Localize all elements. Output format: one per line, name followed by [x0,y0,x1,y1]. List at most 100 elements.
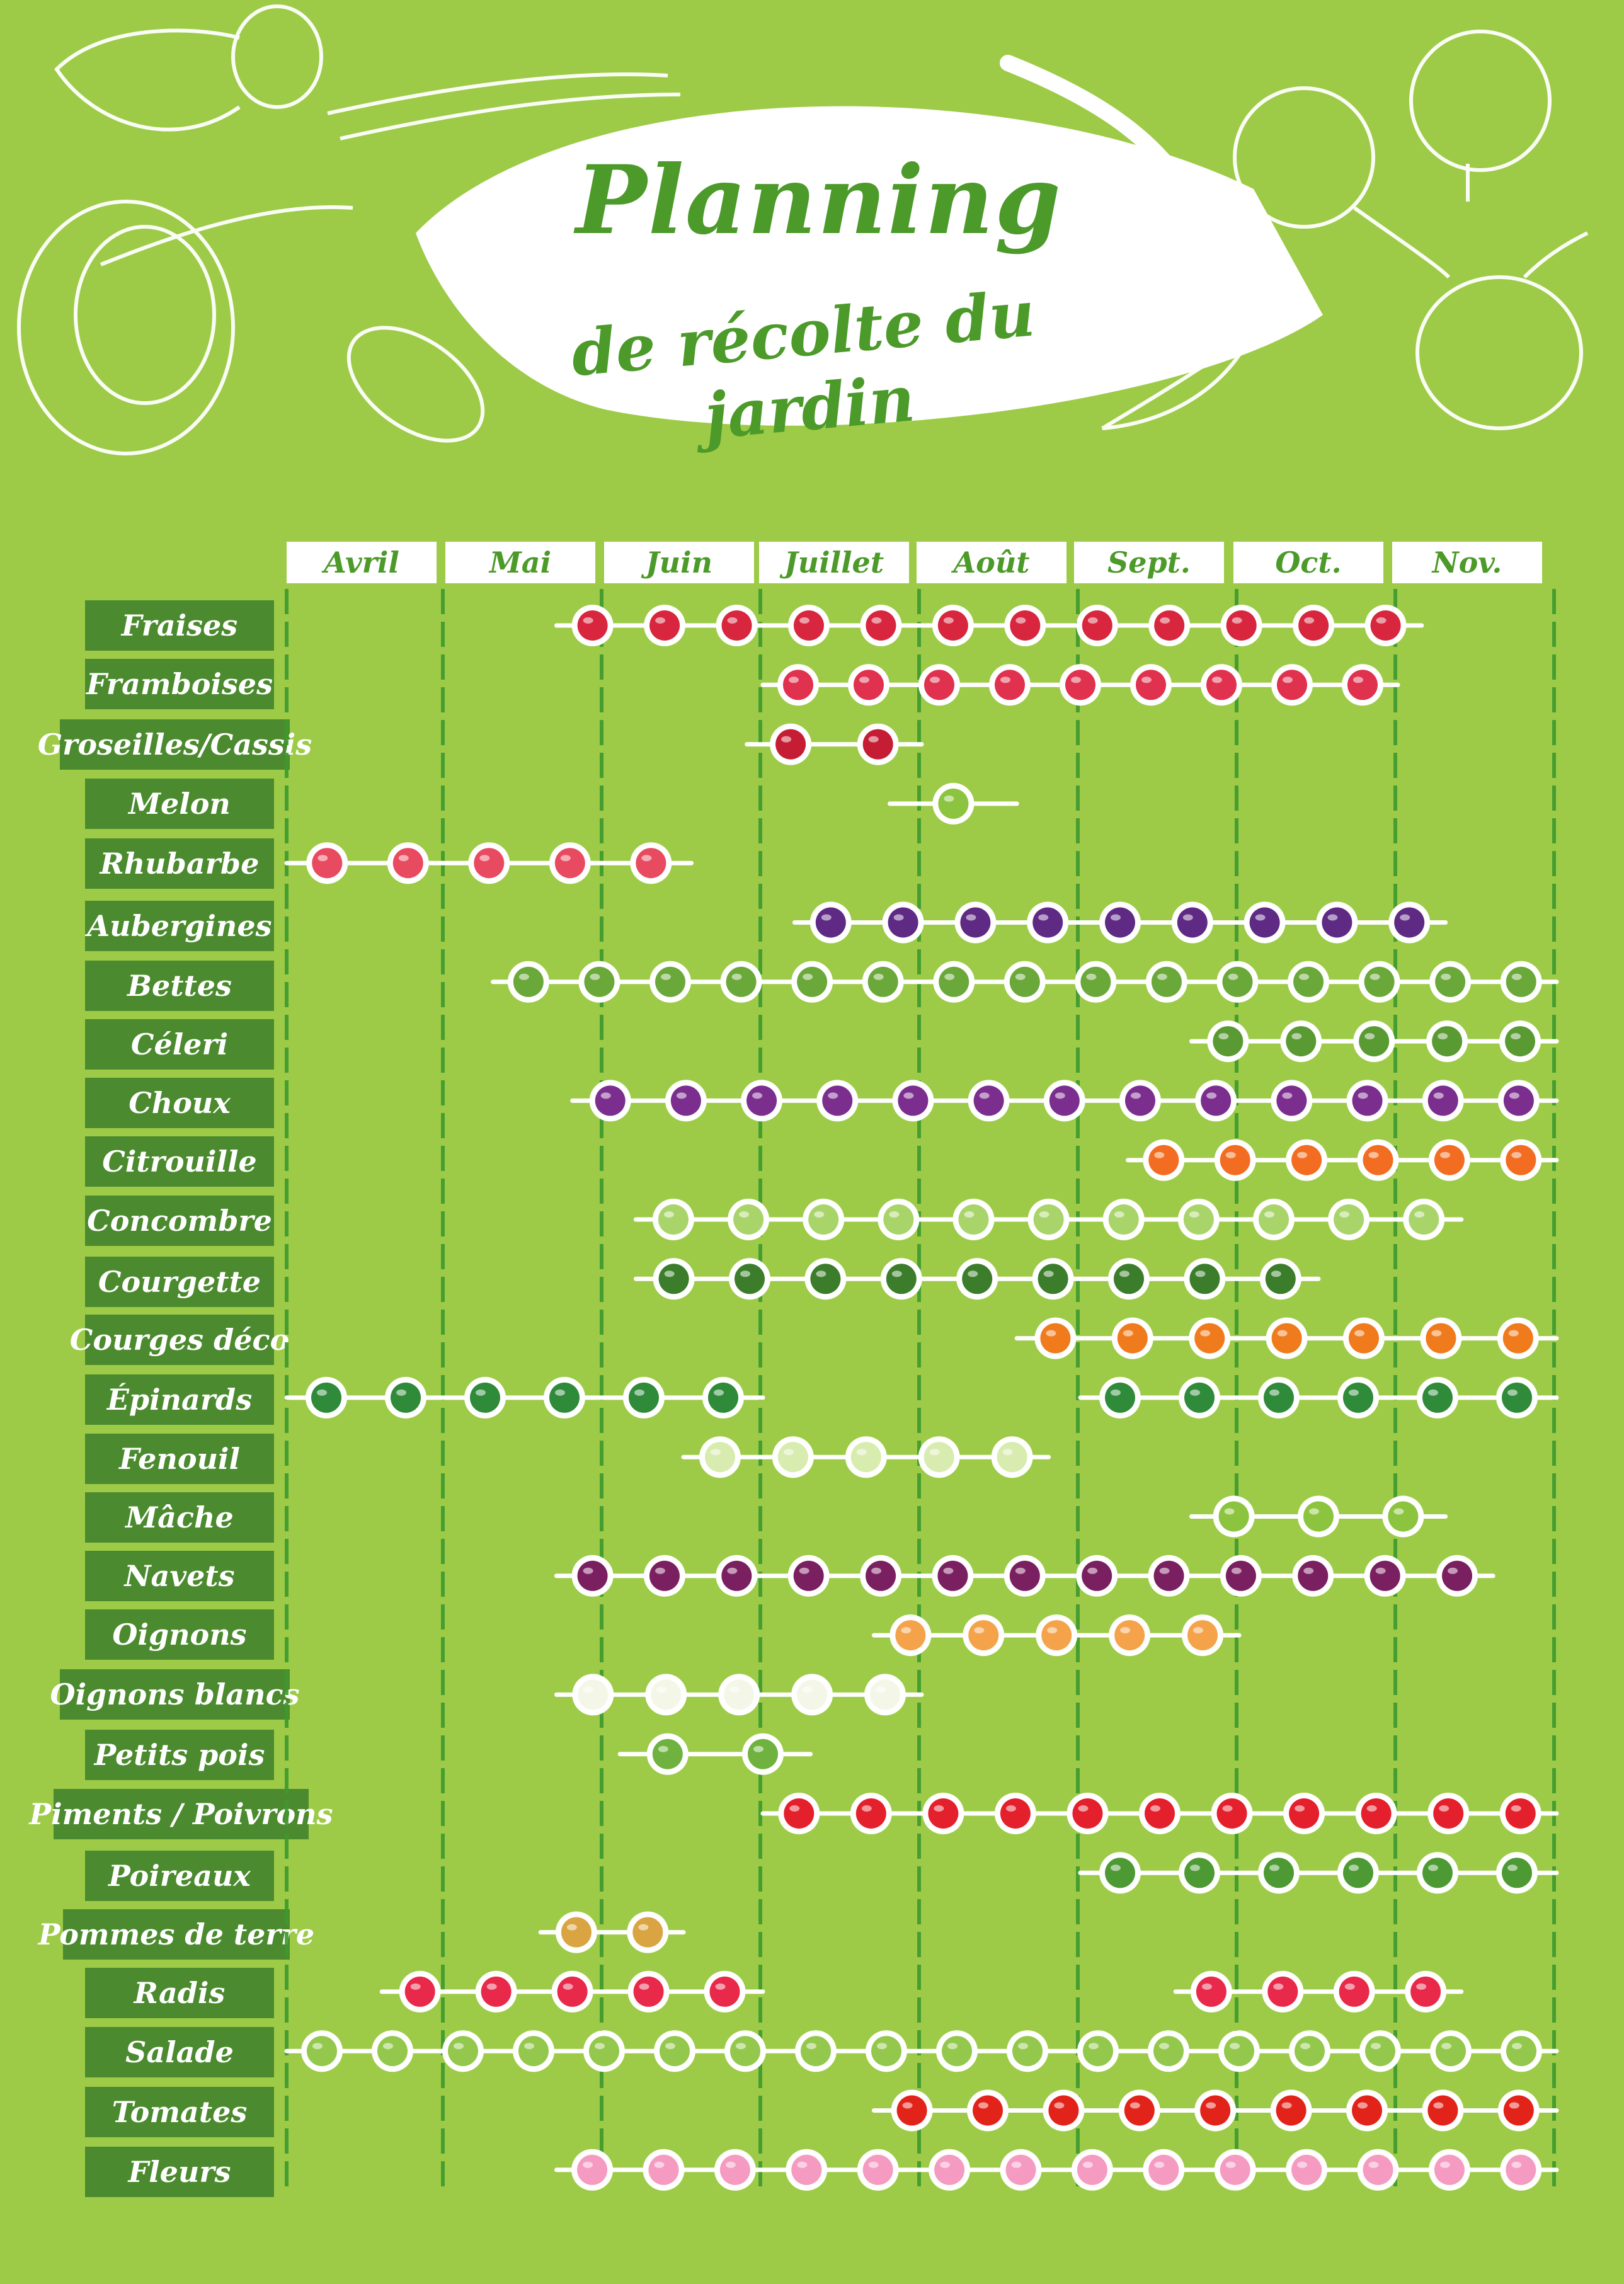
leek-icon [1184,1858,1215,1888]
raspberry-icon [783,670,813,700]
title-leaf-banner [416,106,1323,426]
marker-highlight [1441,973,1451,980]
radish-icon [633,1976,664,2007]
lettuce-icon [1295,2036,1325,2067]
marker-highlight [1364,1033,1375,1040]
marker-highlight [1281,2102,1292,2109]
marker-highlight [740,1270,750,1277]
flower-icon [934,2154,965,2185]
row-label-oignons: Oignons [85,1609,274,1660]
marker-highlight [710,1449,721,1456]
marker-highlight [658,1745,668,1752]
marker-highlight [727,617,738,624]
radish-icon [709,1976,740,2007]
marker-highlight [876,1686,886,1693]
lettuce-icon [377,2036,408,2067]
marker-highlight [901,1627,912,1634]
turnip-icon [793,1560,824,1591]
marker-highlight [1201,1983,1212,1990]
pea-pod-drawing [1101,326,1255,430]
marker-highlight [566,1924,577,1931]
spinach-icon [1343,1382,1373,1413]
flower-icon [1077,2154,1107,2185]
spinach-icon [470,1382,500,1413]
marker-highlight [1005,1805,1016,1812]
marker-highlight [1304,617,1315,624]
rhubarb-icon [554,848,585,879]
row-label-aubergines: Aubergines [85,901,274,951]
radish-icon [557,1976,588,2007]
marker-highlight [1111,914,1121,921]
cucumber-icon [1334,1204,1364,1235]
leek-icon [1105,1858,1135,1888]
onion-icon [1041,1620,1072,1651]
lettuce-icon [1224,2036,1254,2067]
month-header-juin: Juin [604,542,754,583]
marker-highlight [1015,1567,1026,1574]
tomato-icon [1427,2095,1458,2126]
melon-icon [938,788,969,819]
turnip-icon [1370,1560,1400,1591]
marker-highlight [1150,1805,1160,1812]
marker-highlight [1218,1033,1229,1040]
fennel-icon [777,1442,808,1473]
cabbage-icon [1503,1085,1534,1116]
marker-highlight [1368,1151,1379,1158]
marker-highlight [803,973,813,980]
marker-highlight [821,914,832,921]
marker-highlight [634,1389,644,1396]
marker-highlight [655,1567,665,1574]
marker-highlight [563,1983,573,1990]
row-label-salade: Salade [85,2027,274,2077]
radish-icon [481,1976,512,2007]
page-title: Planning [575,145,1062,256]
marker-highlight [1416,1983,1427,1990]
flower-icon [1220,2154,1250,2185]
marker-highlight [1400,914,1410,921]
marker-highlight [944,795,954,802]
marker-highlight [1299,973,1310,980]
leek-icon [1422,1858,1453,1888]
marker-highlight [1354,1330,1364,1337]
squash-icon [1194,1323,1225,1354]
rhubarb-icon [636,848,666,879]
tomato-icon [1048,2095,1079,2126]
chard-icon [584,966,615,997]
cucumber-icon [1258,1204,1289,1235]
marker-highlight [1189,1211,1199,1218]
chard-icon [1080,966,1111,997]
pepper-icon [855,1798,886,1829]
marker-highlight [1370,973,1380,980]
chard-icon [655,966,685,997]
cabbage-icon [1427,1085,1458,1116]
pepper-icon [1505,1798,1536,1829]
lettuce-icon [871,2036,901,2067]
marker-highlight [1190,1389,1200,1396]
marker-highlight [1087,1567,1098,1574]
marker-highlight [410,1983,421,1990]
marker-highlight [1264,1211,1274,1218]
row-label-radis: Radis [85,1968,274,2018]
fennel-icon [850,1442,881,1473]
white-onion-icon [651,1679,682,1710]
marker-highlight [476,1389,486,1396]
month-header-sept: Sept. [1074,542,1224,583]
pepper-icon [1289,1798,1320,1829]
marker-highlight [639,1983,649,1990]
onion-icon [1114,1620,1145,1651]
pumpkin-icon [1506,1145,1536,1175]
lettuce-icon [660,2036,690,2067]
marker-highlight [781,736,792,743]
lettuce-icon [589,2036,619,2067]
cucumber-icon [733,1204,764,1235]
marker-highlight [1206,2102,1216,2109]
flower-icon [719,2154,750,2185]
pumpkin-icon [1291,1145,1322,1175]
chard-icon [1364,966,1395,997]
marker-highlight [1358,2102,1368,2109]
marker-highlight [736,2043,746,2050]
celery-icon [1213,1026,1244,1057]
row-label-rhubarbe: Rhubarbe [85,838,274,889]
radish-icon [404,1976,435,2007]
chard-icon [1506,966,1536,997]
